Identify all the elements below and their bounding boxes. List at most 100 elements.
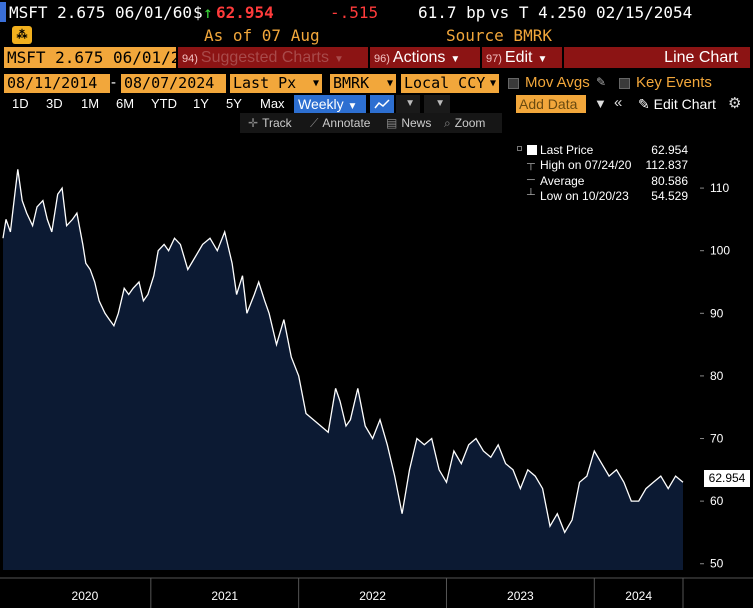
- legend-high: ┬ High on 07/24/20 112.837: [510, 158, 700, 173]
- date-separator: -: [111, 74, 116, 91]
- chart-tools: ✛ Track ⟋ Annotate ▤ News ⌕ Zoom: [240, 113, 502, 133]
- line-chart-icon: [374, 99, 390, 109]
- legend-last: Last Price 62.954: [510, 143, 700, 158]
- period-6m[interactable]: 6M: [116, 96, 135, 111]
- suggested-charts-number: 94): [182, 53, 198, 65]
- mov-avgs-checkbox[interactable]: [508, 78, 519, 89]
- x-tick-label: 2024: [625, 589, 652, 603]
- price-change: -.515: [330, 3, 379, 22]
- add-data-field[interactable]: Add Data: [516, 95, 586, 113]
- legend-low-label: Low on 10/20/23: [540, 189, 629, 203]
- currency-select-value: Local CCY: [404, 74, 486, 92]
- frequency-select[interactable]: Weekly ▼: [294, 95, 366, 113]
- legend-toggle-icon[interactable]: [517, 146, 522, 151]
- suggested-charts-button[interactable]: 94) Suggested Charts ▼: [178, 47, 368, 68]
- annotate-tool[interactable]: ⟋ Annotate: [310, 116, 370, 131]
- y-tick-label: 80: [710, 369, 724, 383]
- chevron-down-icon: ▼: [450, 54, 461, 65]
- period-3d[interactable]: 3D: [46, 96, 63, 111]
- price-prefix: $: [193, 3, 203, 22]
- start-date-field[interactable]: 08/11/2014: [4, 74, 110, 93]
- x-tick-label: 2020: [72, 589, 99, 603]
- actions-number: 96): [374, 53, 390, 65]
- track-label: Track: [262, 116, 292, 130]
- period-ytd[interactable]: YTD: [151, 96, 177, 111]
- chevron-down-icon: ▼: [347, 101, 358, 112]
- edit-chart-button[interactable]: ✎ Edit Chart: [638, 96, 716, 113]
- chevron-down-icon: ▼: [405, 98, 415, 109]
- legend-last-label: Last Price: [540, 143, 594, 157]
- actions-label: Actions: [392, 49, 446, 66]
- as-of-date: As of 07 Aug: [204, 26, 320, 45]
- pencil-icon[interactable]: ✎: [596, 75, 607, 89]
- crosshair-icon: ✛: [248, 116, 259, 130]
- suggested-charts-label: Suggested Charts: [200, 49, 329, 66]
- currency-select[interactable]: Local CCY ▼: [401, 74, 499, 93]
- chart-toolbar: MSFT 2.675 06/01/2 94) Suggested Charts ▼ …: [0, 46, 753, 69]
- last-price: 62.954: [216, 3, 274, 22]
- security-marker: [0, 2, 6, 22]
- edit-button[interactable]: 97) Edit ▼: [482, 47, 562, 68]
- chevron-down-icon: ▼: [386, 78, 393, 89]
- price-up-icon: ↑: [203, 3, 213, 22]
- x-tick-label: 2022: [359, 589, 386, 603]
- source-select[interactable]: BMRK ▼: [330, 74, 396, 93]
- x-axis: 2020 2021 2022 2023 2024: [0, 577, 753, 608]
- period-max[interactable]: Max: [260, 96, 285, 111]
- gear-icon[interactable]: ⚙: [728, 95, 742, 112]
- menu-dropdown-icon[interactable]: ▼: [594, 96, 607, 111]
- legend-low-value: 54.529: [651, 189, 688, 203]
- legend-average: ─ Average 80.586: [510, 174, 700, 189]
- y-tick-label: 60: [710, 494, 724, 508]
- legend-swatch: [527, 145, 537, 155]
- key-events-label[interactable]: Key Events: [636, 74, 712, 91]
- security-header: MSFT 2.675 06/01/60 $ ↑ 62.954 -.515 61.…: [0, 0, 753, 24]
- period-1d[interactable]: 1D: [12, 96, 29, 111]
- legend-high-label: High on 07/24/20: [540, 158, 632, 172]
- last-price-badge: 62.954: [704, 470, 750, 487]
- collapse-icon[interactable]: «: [614, 94, 623, 111]
- actions-button[interactable]: 96) Actions ▼: [370, 47, 480, 68]
- benchmark-label: vs T 4.250 02/15/2054: [490, 3, 693, 22]
- period-1y[interactable]: 1Y: [193, 96, 209, 111]
- end-date-field[interactable]: 08/07/2024: [121, 74, 226, 93]
- pricing-source: Source BMRK: [446, 26, 552, 45]
- chart-type-title[interactable]: Line Chart: [564, 47, 750, 68]
- legend: Last Price 62.954 ┬ High on 07/24/20 112…: [510, 140, 700, 206]
- news-tool[interactable]: ▤ News: [386, 116, 431, 130]
- news-label: News: [401, 116, 432, 130]
- ticker-input[interactable]: MSFT 2.675 06/01/2: [4, 47, 176, 68]
- y-tick-label: 110: [710, 181, 729, 195]
- magnifier-icon: ⌕: [444, 116, 451, 130]
- period-1m[interactable]: 1M: [81, 96, 100, 111]
- overlay-dropdown[interactable]: ▼: [424, 95, 450, 113]
- legend-last-value: 62.954: [651, 143, 688, 157]
- legend-high-value: 112.837: [645, 158, 689, 172]
- zoom-tool[interactable]: ⌕ Zoom: [444, 116, 485, 131]
- edit-chart-label: Edit Chart: [653, 96, 716, 112]
- security-name[interactable]: MSFT 2.675 06/01/60: [9, 3, 193, 22]
- function-icon[interactable]: ⁂: [12, 26, 32, 44]
- frequency-value: Weekly: [298, 96, 344, 112]
- field-select[interactable]: Last Px ▼: [230, 74, 322, 93]
- key-events-checkbox[interactable]: [619, 78, 630, 89]
- average-marker-icon: ─: [527, 174, 535, 186]
- news-icon: ▤: [386, 116, 398, 130]
- price-line[interactable]: [2, 169, 684, 534]
- x-tick-label: 2023: [507, 589, 534, 603]
- mov-avgs-label[interactable]: Mov Avgs: [525, 74, 590, 91]
- legend-average-label: Average: [540, 174, 585, 188]
- legend-average-value: 80.586: [651, 174, 688, 188]
- track-tool[interactable]: ✛ Track: [248, 116, 292, 130]
- chevron-down-icon: ▼: [537, 54, 548, 65]
- high-marker-icon: ┬: [527, 158, 535, 170]
- legend-low: ┴ Low on 10/20/23 54.529: [510, 189, 700, 204]
- y-tick-label: 50: [710, 557, 724, 571]
- chevron-down-icon: ▼: [312, 78, 319, 89]
- low-marker-icon: ┴: [527, 189, 535, 201]
- period-5y[interactable]: 5Y: [226, 96, 242, 111]
- line-type-button[interactable]: [370, 95, 394, 113]
- style-dropdown[interactable]: ▼: [396, 95, 420, 113]
- y-tick-label: 100: [710, 244, 730, 258]
